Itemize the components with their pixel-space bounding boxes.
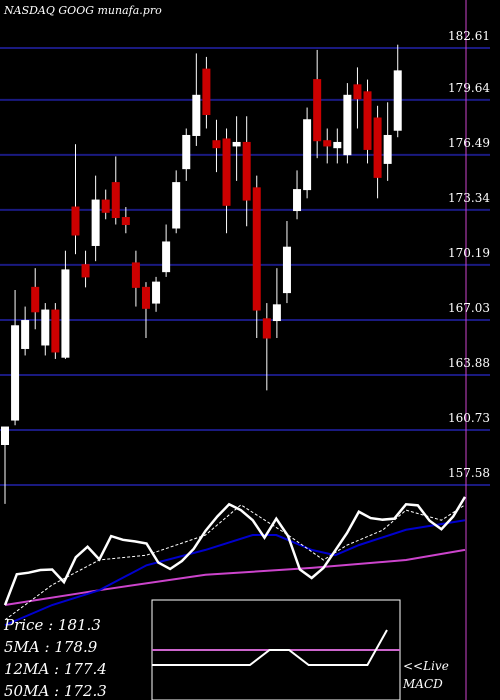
candle-body (212, 140, 221, 149)
candle-body (11, 325, 20, 421)
annotation: MACD (402, 677, 443, 691)
price-line (3, 496, 467, 606)
annotation: <<Live (403, 659, 449, 673)
candle-body (242, 141, 251, 201)
candle-body (343, 94, 352, 156)
candle-body (353, 84, 362, 100)
candle-body (182, 134, 191, 170)
candle-body (202, 68, 211, 116)
ma-line (4, 548, 466, 607)
legend-entry: Price : 181.3 (3, 616, 101, 634)
candle-body (313, 79, 322, 142)
candle-body (293, 189, 302, 212)
y-tick-label: 182.61 (448, 29, 490, 43)
candle-body (393, 70, 402, 131)
candle-body (222, 138, 231, 206)
candle-body (162, 241, 171, 273)
candle-body (333, 141, 342, 149)
candle-body (91, 199, 100, 246)
candle-body (262, 318, 271, 339)
ma-line (4, 519, 466, 627)
candle-body (192, 94, 201, 136)
y-tick-label: 179.64 (448, 81, 490, 95)
legend-entry: 50MA : 172.3 (4, 682, 107, 700)
candle-body (51, 309, 60, 353)
candle-body (272, 304, 281, 322)
candle-body (31, 286, 40, 313)
candle-body (131, 262, 140, 288)
candle-body (152, 281, 161, 304)
y-tick-label: 176.49 (448, 136, 490, 150)
candle-body (383, 134, 392, 164)
candle-body (141, 286, 150, 309)
candle-body (363, 91, 372, 150)
y-tick-label: 160.73 (448, 411, 490, 425)
legend-entry: 12MA : 177.4 (4, 660, 107, 678)
candle-body (101, 199, 110, 213)
candle-body (373, 117, 382, 178)
candle-body (232, 141, 241, 147)
y-tick-label: 167.03 (448, 301, 490, 315)
y-tick-label: 170.19 (448, 246, 490, 260)
candle-body (111, 182, 120, 219)
candle-body (252, 187, 261, 311)
candle-body (41, 309, 50, 346)
candle-body (172, 182, 181, 229)
legend-entry: 5MA : 178.9 (4, 638, 98, 656)
candle-body (81, 264, 90, 278)
candle-body (61, 269, 70, 358)
y-tick-label: 173.34 (448, 191, 490, 205)
candle-body (323, 140, 332, 147)
candle-body (1, 426, 9, 445)
candle-body (21, 320, 30, 349)
candle-body (121, 217, 130, 226)
candle-body (282, 246, 291, 294)
chart-title: NASDAQ GOOG munafa.pro (3, 4, 162, 17)
y-tick-label: 163.88 (448, 356, 490, 370)
macd-line (152, 629, 388, 666)
candle-body (71, 206, 80, 236)
candle-body (303, 119, 312, 191)
y-tick-label: 157.58 (448, 466, 490, 480)
